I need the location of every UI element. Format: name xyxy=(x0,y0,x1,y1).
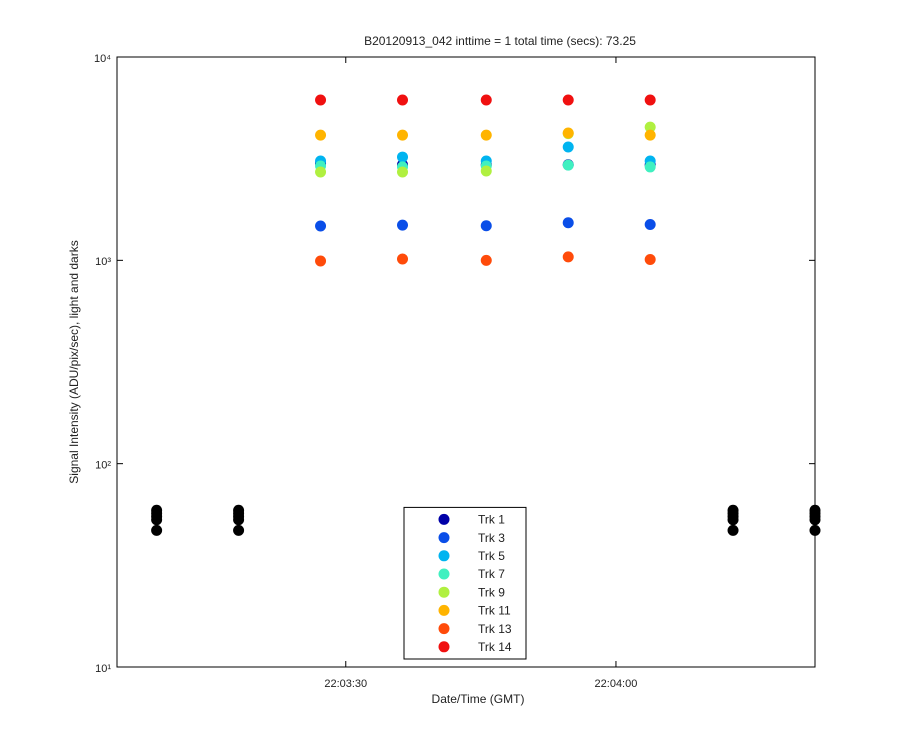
point xyxy=(397,129,409,141)
point xyxy=(562,141,574,153)
point xyxy=(644,121,656,133)
point xyxy=(644,129,656,141)
point xyxy=(562,251,574,263)
legend: Trk 1 Trk 3 Trk 5 Trk 7 Trk 9 Trk 11 Trk 13 Trk… xyxy=(403,506,527,660)
y-axis-label: Signal Intensity (ADU/pix/sec), light an… xyxy=(67,240,81,483)
point xyxy=(233,524,245,536)
point xyxy=(644,161,656,173)
y-tick-label: 10² xyxy=(95,460,111,472)
legend-box xyxy=(403,506,527,660)
point xyxy=(727,514,739,526)
point xyxy=(562,94,574,106)
x-axis-label: Date/Time (GMT) xyxy=(432,692,525,706)
x-tick-label: 22:03:30 xyxy=(324,678,367,690)
legend-label: Trk 14 xyxy=(478,640,512,654)
point xyxy=(315,94,327,106)
point xyxy=(397,94,409,106)
point xyxy=(562,159,574,171)
legend-marker xyxy=(438,550,450,562)
point xyxy=(727,524,739,536)
point xyxy=(151,524,163,536)
point xyxy=(562,127,574,139)
point xyxy=(315,255,327,267)
legend-marker xyxy=(438,586,450,598)
legend-marker xyxy=(438,604,450,616)
y-tick-label: 10⁴ xyxy=(94,53,111,65)
legend-label: Trk 9 xyxy=(478,585,505,599)
legend-label: Trk 13 xyxy=(478,622,512,636)
point xyxy=(233,514,245,526)
legend-label: Trk 1 xyxy=(478,513,505,527)
legend-label: Trk 3 xyxy=(478,531,505,545)
y-tick-label: 10³ xyxy=(95,256,111,268)
legend-label: Trk 5 xyxy=(478,549,505,563)
point xyxy=(480,220,492,232)
point xyxy=(644,94,656,106)
legend-marker xyxy=(438,641,450,653)
legend-marker xyxy=(438,568,450,580)
legend-label: Trk 7 xyxy=(478,567,505,581)
point xyxy=(480,254,492,266)
point xyxy=(644,219,656,231)
point xyxy=(151,514,163,526)
point xyxy=(397,151,409,163)
point xyxy=(397,253,409,265)
legend-marker xyxy=(438,513,450,525)
point xyxy=(809,524,821,536)
point xyxy=(480,165,492,177)
point xyxy=(397,166,409,178)
point xyxy=(644,253,656,265)
point xyxy=(315,166,327,178)
legend-marker xyxy=(438,532,450,544)
chart-title: B20120913_042 inttime = 1 total time (se… xyxy=(364,34,636,48)
point xyxy=(480,94,492,106)
point xyxy=(562,217,574,229)
y-tick-label: 10¹ xyxy=(95,663,111,675)
x-tick-label: 22:04:00 xyxy=(595,678,638,690)
legend-marker xyxy=(438,623,450,635)
legend-label: Trk 11 xyxy=(478,604,511,618)
point xyxy=(397,219,409,231)
point xyxy=(315,220,327,232)
point xyxy=(480,129,492,141)
point xyxy=(809,514,821,526)
point xyxy=(315,129,327,141)
